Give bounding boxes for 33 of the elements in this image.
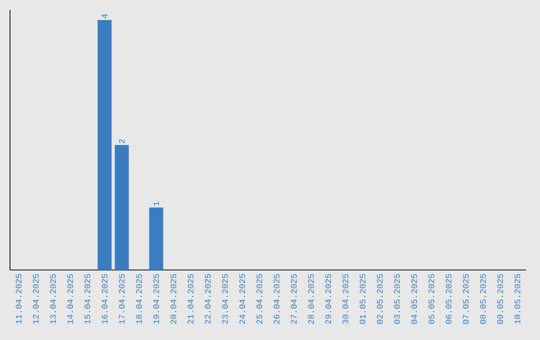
x-tick-label: 15.04.2025 bbox=[84, 274, 90, 324]
x-tick-label: 03.05.2025 bbox=[394, 274, 400, 324]
x-tick-label: 26.04.2025 bbox=[274, 274, 280, 324]
x-tick-label: 25.04.2025 bbox=[256, 274, 262, 324]
x-tick-label: 29.04.2025 bbox=[325, 274, 332, 324]
x-tick-label: 20.04.2025 bbox=[170, 274, 176, 324]
x-tick-label: 30.04.2025 bbox=[342, 274, 348, 324]
x-tick-label: 11.04.2025 bbox=[16, 274, 22, 324]
x-tick-label: 02.05.2025 bbox=[376, 274, 383, 324]
x-tick-label: 14.04.2025 bbox=[67, 274, 74, 324]
x-tick-label: 28.04.2025 bbox=[308, 274, 314, 324]
x-tick-label: 10.05.2025 bbox=[514, 274, 520, 324]
x-tick-label: 21.04.2025 bbox=[188, 274, 194, 324]
x-tick-label: 08.05.2025 bbox=[480, 274, 486, 324]
x-tick-label: 09.05.2025 bbox=[497, 274, 504, 324]
x-tick-label: 27.04.2025 bbox=[290, 274, 297, 324]
x-tick-label: 16.04.2025 bbox=[102, 274, 108, 324]
data-label: 2 bbox=[118, 139, 125, 144]
x-tick-label: 12.04.2025 bbox=[32, 274, 39, 324]
x-tick-label: 24.04.2025 bbox=[239, 274, 246, 324]
x-tick-label: 04.05.2025 bbox=[411, 274, 418, 324]
data-label: 1 bbox=[153, 202, 159, 206]
x-tick-label: 19.04.2025 bbox=[153, 274, 160, 324]
x-tick-label: 05.05.2025 bbox=[428, 274, 434, 324]
x-tick-label: 01.05.2025 bbox=[360, 274, 366, 324]
x-tick-label: 23.04.2025 bbox=[222, 274, 228, 324]
x-tick-label: 07.05.2025 bbox=[462, 274, 469, 324]
x-tick-label: 06.05.2025 bbox=[446, 274, 452, 324]
x-tick-label: 13.04.2025 bbox=[50, 274, 56, 324]
x-tick-label: 17.04.2025 bbox=[118, 274, 125, 324]
data-label: 4 bbox=[102, 14, 108, 18]
x-tick-label: 18.04.2025 bbox=[136, 274, 142, 324]
x-tick-label: 22.04.2025 bbox=[204, 274, 211, 324]
